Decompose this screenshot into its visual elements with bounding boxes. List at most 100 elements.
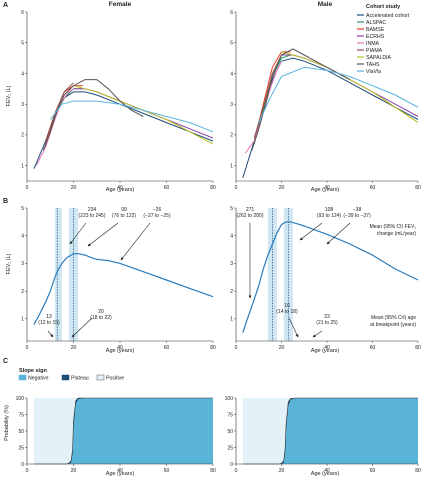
legend-label-vlavla: VlaVla — [366, 69, 381, 75]
panel-a-female-line-sapaldia — [73, 85, 214, 145]
panel-a-male-line-bamse — [253, 51, 291, 142]
panel-c-female-area-negative — [34, 398, 213, 464]
panel-c-male-x-tick-label: 40 — [324, 468, 330, 474]
panel-c-male-x-tick-label: 60 — [370, 468, 376, 474]
panel-c-male-x-label: Age (years) — [311, 471, 340, 477]
panel-a-female-line-piama — [45, 82, 74, 142]
panel-b-female-y-tick-label: 4 — [21, 234, 24, 240]
panel-a-male-y-tick-label: 5 — [230, 41, 233, 47]
panel-a-female-x-label: Age (years) — [106, 187, 135, 193]
panel-c-male-positive-boundary — [242, 397, 418, 465]
panel-c-male-area-negative — [242, 398, 418, 464]
panel-a-female-y-tick-label: 5 — [21, 41, 24, 47]
panel-a-male-x-tick-label: 0 — [235, 185, 238, 191]
panel-b-male-annotation-value: −38 — [353, 207, 362, 213]
panel-b-female-annotation-arrow — [87, 222, 119, 247]
panel-c-male-y-tick-label: 50 — [227, 429, 233, 435]
panel-c-female-plot: 0 20 40 60 80 0 25 50 75 100 — [16, 396, 216, 474]
panel-b-female-annotation-value: −26 — [153, 207, 162, 213]
panel-a-female-line-inma — [35, 88, 74, 166]
panel-a-male-line-sapaldia — [281, 51, 419, 124]
panel-b-male-y-tick-label: 1 — [230, 317, 233, 323]
panel-c-female-x-tick-label: 0 — [26, 468, 29, 474]
panel-label-c: C — [3, 358, 8, 365]
panel-b-male-x-tick-label: 80 — [415, 345, 421, 351]
panel-b-male-annotation-ci: (−39 to −37) — [343, 213, 371, 219]
panel-a-male-line-piama — [253, 54, 282, 139]
slope-legend-label-negative: Negative — [28, 376, 49, 382]
panel-b-female-annotation-ci: (12 to 15) — [38, 320, 60, 326]
panel-a-female-x-tick-label: 80 — [210, 185, 216, 191]
panel-a-male-x-label: Age (years) — [311, 187, 340, 193]
male-annot-bottom-line2: at breakpoint (years) — [370, 322, 416, 328]
panel-b-male-annotation-arrow — [299, 222, 323, 241]
panel-b-female-x-tick-label: 20 — [71, 345, 77, 351]
panel-c-male-x-tick-label: 0 — [235, 468, 238, 474]
male-annot-top-line2: change (mL/year) — [377, 231, 417, 237]
legend-label-bamse: BAMSE — [366, 27, 385, 33]
panel-a-male-y-tick-label: 6 — [230, 10, 233, 16]
panel-a-female-title: Female — [109, 1, 132, 8]
panel-a-male-plot: 0 20 40 60 80 1 2 3 4 5 6 — [230, 10, 421, 191]
panel-c-female-y-tick-label: 25 — [18, 445, 24, 451]
panel-a-male-y-tick-label: 4 — [230, 71, 233, 77]
panel-b-female-annotation-arrow — [69, 222, 87, 245]
panel-b-male-x-tick-label: 60 — [370, 345, 376, 351]
panel-b-male-annotation-value: 23 — [324, 314, 330, 320]
panel-b-male-annotation-ci: (14 to 18) — [276, 309, 298, 315]
legend-label-tahs: TAHS — [366, 62, 380, 68]
panel-c-female-x-label: Age (years) — [106, 471, 135, 477]
panel-b-female-annotation-arrow — [120, 222, 151, 261]
panel-a-male-line-accelerated-cohort — [242, 57, 419, 179]
panel-c-female-y-tick-label: 100 — [16, 396, 25, 402]
legend-label-ecrhs: ECRHS — [366, 34, 385, 40]
panel-b-y-label: FEV₁ (L) — [6, 253, 12, 274]
panel-a-female-x-tick-label: 40 — [117, 185, 123, 191]
panel-b-female-annotation-arrow — [47, 330, 54, 338]
male-annot-bottom-line1: Mean (95% CrI) age — [371, 315, 416, 321]
panel-b-male-x-tick-label: 40 — [324, 345, 330, 351]
panel-a-female-y-tick-label: 4 — [21, 71, 24, 77]
panel-c-male-x-tick-label: 20 — [279, 468, 285, 474]
legend-label-inma: INMA — [366, 41, 380, 47]
panel-a-female-plot: 0 20 40 60 80 1 2 3 4 5 6 — [21, 10, 216, 191]
panel-b-female-annotation-value: 20 — [98, 309, 104, 315]
panel-b-male-y-tick-label: 2 — [230, 289, 233, 295]
panel-b-female-breakpoint-ci-band — [54, 208, 62, 341]
panel-b-male-fev-curve — [242, 221, 419, 333]
panel-c-y-label: Probability (%) — [4, 405, 10, 441]
panel-b-female-annotation-ci: (76 to 122) — [112, 213, 137, 219]
panel-b-female-annotation-value: 13 — [46, 314, 52, 320]
panel-c-female-x-tick-label: 20 — [71, 468, 77, 474]
panel-a-male-title: Male — [318, 1, 333, 8]
panel-a-female-y-tick-label: 2 — [21, 133, 24, 139]
panel-b-male-x-tick-label: 0 — [235, 345, 238, 351]
panel-b-female-y-tick-label: 5 — [21, 206, 24, 212]
panel-b-male-annotation-ci: (93 to 124) — [317, 213, 342, 219]
male-annot-top-line1: Mean (95% CI) FEV₁ — [370, 224, 417, 230]
panel-b-female-fev-curve — [33, 253, 214, 325]
panel-a-male-y-tick-label: 2 — [230, 133, 233, 139]
panel-b-male-annotation-value: 108 — [325, 207, 334, 213]
panel-c-male-y-tick-label: 100 — [225, 396, 234, 402]
panel-b-male-x-label: Age (years) — [311, 348, 340, 354]
panel-c-female-x-tick-label: 60 — [164, 468, 170, 474]
slope-sign-legend: Slope sign Negative Plateau Positive — [18, 368, 124, 382]
slope-legend-title: Slope sign — [19, 368, 47, 374]
panel-a-male-line-tahs — [251, 48, 351, 151]
panel-b-male-annotation-value: 271 — [246, 207, 255, 213]
panel-c-female-y-tick-label: 75 — [18, 412, 24, 418]
panel-b-female-annotation-ci: (223 to 245) — [79, 213, 106, 219]
panel-b-female-x-tick-label: 60 — [164, 345, 170, 351]
panel-c-male-plot: 0 20 40 60 80 0 25 50 75 100 — [225, 396, 421, 474]
panel-b-female-annotation-ci: (18 to 22) — [90, 315, 112, 321]
slope-legend-label-plateau: Plateau — [71, 376, 89, 382]
panel-b-male-annotation-ci: (262 to 280) — [237, 213, 264, 219]
panel-a-female-x-tick-label: 0 — [26, 185, 29, 191]
slope-legend-swatch-positive — [96, 374, 105, 381]
panel-b-female-x-label: Age (years) — [106, 348, 135, 354]
panel-b-female-annotation-arrow — [71, 317, 93, 338]
panel-label-b: B — [3, 198, 8, 205]
